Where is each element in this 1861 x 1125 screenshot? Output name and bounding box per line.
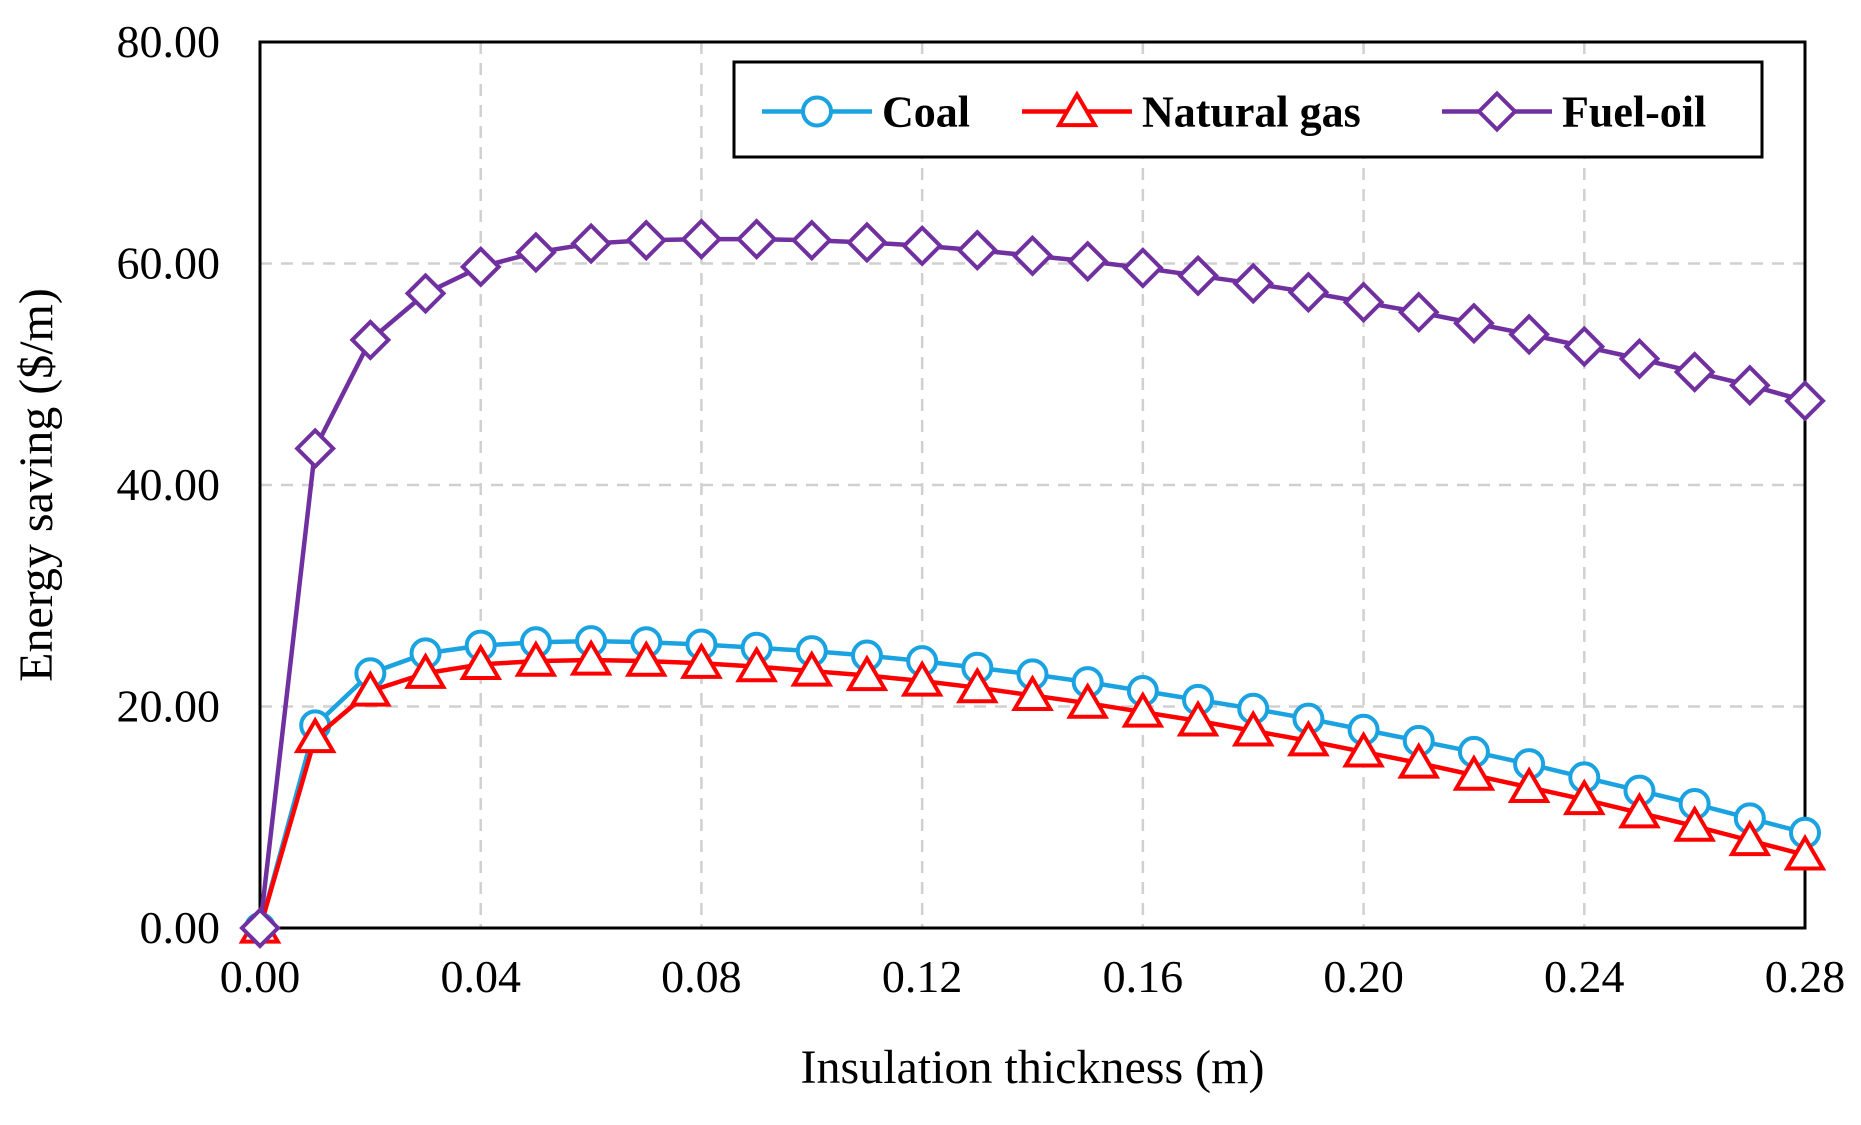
fuel-oil-point — [1563, 325, 1606, 368]
natural-gas-point — [1121, 691, 1165, 728]
legend-swatch-marker — [801, 95, 833, 128]
fuel-oil-point — [1453, 302, 1495, 345]
fuel-oil-point — [1287, 271, 1330, 314]
natural-gas-point — [1066, 682, 1110, 719]
fuel-oil-point — [570, 222, 612, 265]
natural-gas-point — [1397, 742, 1441, 779]
legend: Coal Natural gas Fuel-oil — [732, 60, 1764, 159]
plot-area-frame — [258, 40, 1807, 930]
natural-gas-point — [735, 645, 778, 683]
x-tick-label: 0.28 — [1765, 951, 1846, 1002]
fuel-oil-point — [1508, 313, 1550, 356]
natural-gas-point — [349, 670, 392, 707]
natural-gas-point — [1507, 766, 1551, 803]
series-fuel-oil — [239, 218, 1826, 949]
x-tick-label: 0.24 — [1544, 951, 1625, 1002]
legend-entry-natural-gas: Natural gas — [1022, 88, 1361, 137]
legend-label: Coal — [882, 88, 970, 137]
fuel-oil-point — [459, 245, 502, 288]
fuel-oil-point — [846, 221, 888, 264]
legend-entry-coal: Coal — [762, 88, 970, 137]
natural-gas-point — [1673, 805, 1716, 842]
natural-gas-point — [1176, 699, 1220, 737]
fuel-oil-point — [515, 231, 557, 274]
natural-gas-point — [790, 650, 834, 687]
fuel-oil-point — [1673, 351, 1716, 393]
grid-lines — [260, 42, 1805, 928]
fuel-oil-point — [404, 272, 447, 315]
natural-gas-point — [1562, 778, 1606, 816]
fuel-oil-point — [1177, 254, 1219, 297]
fuel-oil-point — [1728, 364, 1771, 407]
x-tick-label: 0.16 — [1103, 951, 1184, 1002]
legend-swatch-marker — [1055, 90, 1099, 128]
y-tick-label: 0.00 — [140, 902, 221, 953]
natural-gas-point — [955, 666, 999, 704]
series-natural-gas — [238, 639, 1827, 944]
legend-entry-fuel-oil: Fuel-oil — [1442, 88, 1706, 137]
fuel-oil-point — [735, 218, 778, 260]
fuel-oil-point — [625, 219, 668, 262]
natural-gas-point — [1231, 709, 1275, 747]
natural-gas-point — [845, 654, 889, 692]
legend-label: Natural gas — [1142, 88, 1361, 137]
fuel-oil-point — [956, 229, 999, 272]
fuel-oil-point — [239, 907, 281, 949]
fuel-oil-point — [680, 218, 723, 260]
fuel-oil-point — [790, 219, 833, 262]
fuel-oil-point — [294, 427, 337, 470]
fuel-oil-point — [1342, 281, 1385, 324]
natural-gas-point — [293, 716, 337, 754]
natural-gas-point — [569, 639, 613, 676]
x-axis-tick-labels: 0.00 0.04 0.08 0.12 0.16 0.20 0.24 0.28 — [220, 951, 1846, 1002]
x-axis-title: Insulation thickness (m) — [801, 1041, 1265, 1094]
natural-gas-point — [1011, 674, 1054, 712]
x-tick-label: 0.00 — [220, 951, 301, 1002]
x-tick-label: 0.04 — [440, 951, 521, 1002]
x-tick-label: 0.20 — [1323, 951, 1404, 1002]
natural-gas-point — [404, 652, 447, 689]
fuel-oil-point — [1618, 337, 1661, 380]
natural-gas-point — [1287, 719, 1330, 757]
fuel-oil-point — [1122, 247, 1164, 289]
fuel-oil-point — [1232, 262, 1275, 305]
fuel-oil-point — [1066, 240, 1109, 283]
natural-gas-point — [680, 642, 723, 679]
y-axis-title: Energy saving ($/m) — [10, 288, 63, 682]
fuel-oil-point — [901, 224, 943, 267]
fuel-oil-point — [1397, 291, 1440, 334]
series-layer — [238, 218, 1827, 949]
natural-gas-point — [1783, 833, 1827, 871]
y-tick-label: 20.00 — [117, 681, 221, 732]
y-tick-label: 80.00 — [117, 16, 221, 67]
natural-gas-point — [1342, 730, 1385, 768]
natural-gas-point — [900, 660, 944, 697]
natural-gas-point — [1728, 819, 1772, 857]
natural-gas-point — [1452, 754, 1496, 791]
fuel-oil-point — [1784, 380, 1826, 422]
y-tick-label: 60.00 — [117, 238, 221, 289]
legend-box — [732, 60, 1764, 159]
natural-gas-point — [624, 640, 668, 677]
legend-swatch-marker — [1476, 90, 1518, 133]
natural-gas-point — [1618, 791, 1661, 829]
fuel-oil-point — [349, 319, 392, 361]
natural-gas-point — [459, 643, 503, 681]
legend-label: Fuel-oil — [1562, 88, 1706, 137]
x-tick-label: 0.08 — [661, 951, 742, 1002]
fuel-oil-point — [1011, 234, 1054, 277]
y-tick-label: 40.00 — [117, 459, 221, 510]
x-tick-label: 0.12 — [882, 951, 963, 1002]
legend-entries: Coal Natural gas Fuel-oil — [762, 88, 1706, 137]
natural-gas-point — [514, 640, 558, 677]
y-axis-tick-labels: 0.00 20.00 40.00 60.00 80.00 — [117, 16, 221, 953]
